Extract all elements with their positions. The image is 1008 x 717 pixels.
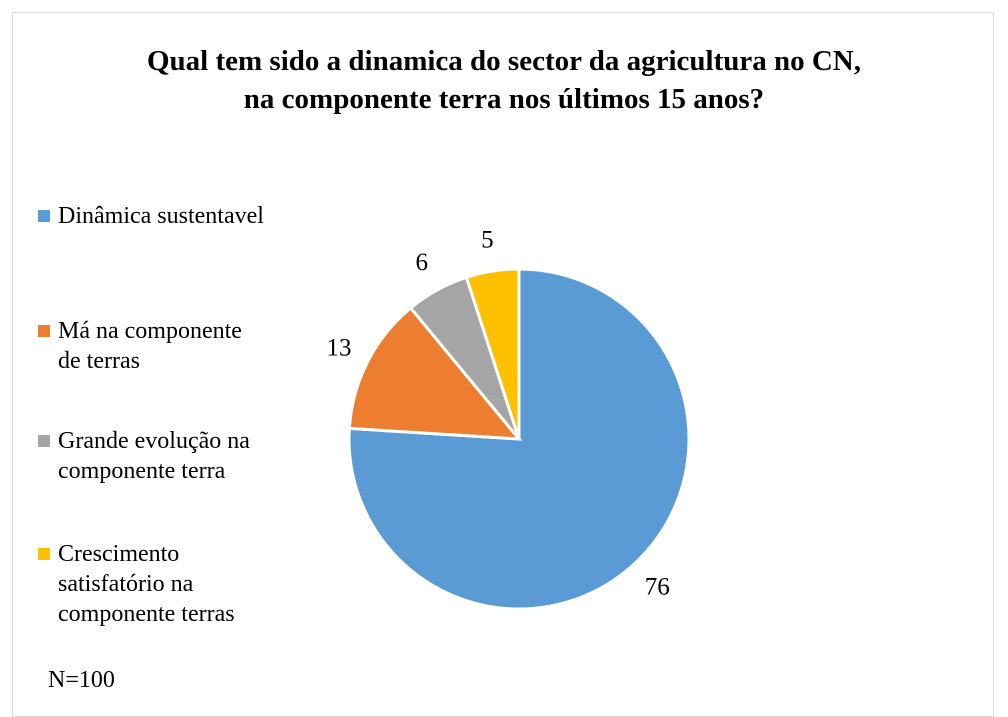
legend-swatch-gray xyxy=(38,435,50,447)
chart-title-line-2: na componente terra nos últimos 15 anos? xyxy=(243,83,765,115)
legend-label: Má na componente de terras xyxy=(58,318,242,374)
legend-label: Crescimento satisfatório na componente t… xyxy=(58,541,235,627)
legend-swatch-orange xyxy=(38,325,50,337)
pie-data-label-2: 6 xyxy=(415,249,428,276)
pie-data-label-1: 13 xyxy=(327,334,352,361)
pie-slice-3 xyxy=(464,267,521,440)
legend-label: Dinâmica sustentavel xyxy=(58,203,264,229)
legend-swatch-blue xyxy=(38,210,50,222)
legend-swatch-yellow xyxy=(38,548,50,560)
legend-label: Grande evolução na componente terra xyxy=(58,428,250,484)
pie-slice-1 xyxy=(347,305,523,441)
chart-title-line-1: Qual tem sido a dinamica do sector da ag… xyxy=(147,45,861,77)
sample-size-note: N=100 xyxy=(48,667,115,693)
pie-data-label-0: 76 xyxy=(645,573,670,600)
pie-data-label-3: 5 xyxy=(481,227,494,254)
pie-slice-0 xyxy=(347,267,691,611)
